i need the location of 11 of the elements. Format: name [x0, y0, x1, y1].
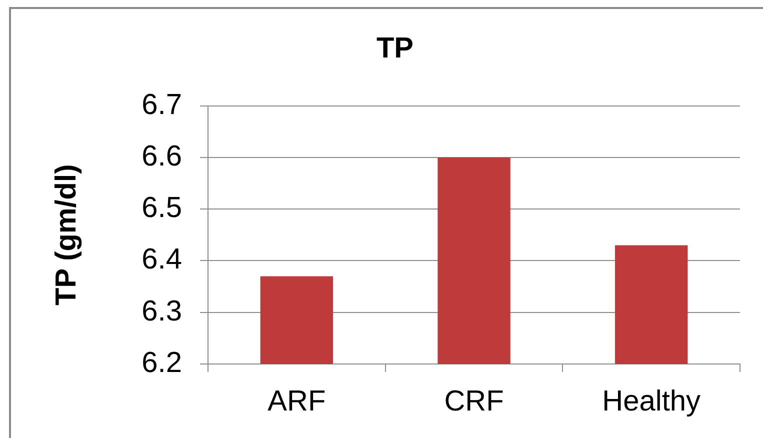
- x-tick-label: Healthy: [602, 385, 701, 418]
- y-axis-title: TP (gm/dl): [50, 164, 82, 306]
- y-tick-label: 6.3: [142, 295, 182, 328]
- x-tick-label: ARF: [268, 385, 326, 418]
- y-tick-label: 6.6: [142, 140, 182, 172]
- y-tick-label: 6.2: [142, 347, 182, 379]
- y-tick-label: 6.5: [142, 192, 182, 224]
- x-tick-label: CRF: [444, 385, 504, 418]
- chart-title: TP: [376, 32, 414, 64]
- y-tick-label: 6.7: [142, 88, 182, 121]
- y-tick-label: 6.4: [142, 244, 182, 276]
